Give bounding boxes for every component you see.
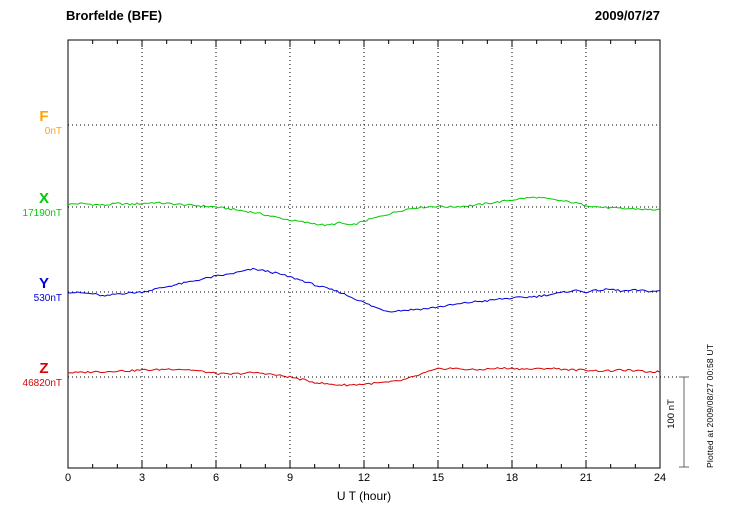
x-tick-label-3: 3 [138,472,146,484]
plot-date: 2009/07/27 [594,8,660,23]
x-tick-label-0: 0 [64,472,72,484]
x-tick-label-18: 18 [505,472,519,484]
x-tick-label-15: 15 [431,472,445,484]
x-tick-label-24: 24 [653,472,667,484]
series-label-y: Y [38,275,49,292]
series-baseline-value-f: 0nT [44,126,62,137]
trace-y [67,267,661,313]
plotted-at-note: Plotted at 2009/08/27 00:58 UT [705,343,715,468]
x-tick-label-12: 12 [357,472,371,484]
x-axis-title: U T (hour) [336,489,392,503]
x-tick-label-6: 6 [212,472,220,484]
scale-bar-label: 100 nT [666,399,677,429]
series-label-z: Z [39,360,49,377]
series-baseline-value-x: 17190nT [22,208,62,219]
station-title: Brorfelde (BFE) [66,8,163,23]
series-baseline-value-y: 530nT [33,293,62,304]
series-baseline-value-z: 46820nT [22,378,62,389]
series-label-f: F [39,108,49,125]
series-label-x: X [38,190,49,207]
x-tick-label-21: 21 [579,472,593,484]
trace-z [67,366,661,387]
trace-x [67,196,661,227]
x-tick-label-9: 9 [286,472,294,484]
